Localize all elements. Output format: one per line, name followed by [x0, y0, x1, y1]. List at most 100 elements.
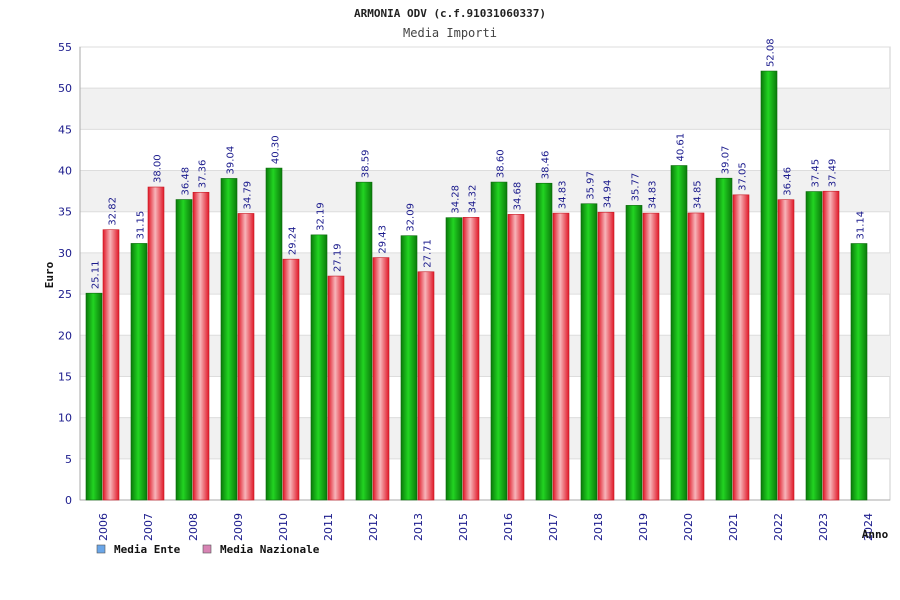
- x-tick-label: 2007: [142, 513, 155, 541]
- bar-media-ente: [625, 205, 643, 501]
- data-label: 34.83: [648, 180, 659, 209]
- y-tick-label: 35: [58, 206, 72, 219]
- data-label: 38.00: [153, 154, 164, 183]
- data-label: 32.19: [316, 202, 327, 231]
- x-tick-label: 2022: [772, 513, 785, 541]
- x-tick-label: 2019: [637, 513, 650, 541]
- bar-media-ente: [715, 177, 733, 501]
- bar-media-nazionale: [417, 271, 435, 501]
- y-tick-label: 55: [58, 41, 72, 54]
- bar-media-ente: [850, 243, 868, 501]
- data-label: 34.83: [558, 180, 569, 209]
- y-axis-ticks: 0 5 10 15 20 25 30 35 40 45 50 55: [58, 41, 72, 507]
- data-label: 35.97: [586, 171, 597, 200]
- plot-background: [79, 46, 891, 501]
- bar-media-ente: [445, 217, 463, 501]
- bar-media-nazionale: [327, 275, 345, 501]
- data-label: 39.07: [721, 146, 732, 175]
- y-tick-label: 5: [65, 453, 72, 466]
- bar-media-nazionale: [192, 191, 210, 501]
- x-tick-label: 2010: [277, 513, 290, 541]
- bar-media-ente: [580, 203, 598, 501]
- data-label: 37.45: [811, 159, 822, 188]
- x-tick-label: 2017: [547, 513, 560, 541]
- data-label: 36.46: [783, 167, 794, 196]
- bar-media-ente: [310, 234, 328, 501]
- y-tick-label: 50: [58, 82, 72, 95]
- y-tick-label: 45: [58, 123, 72, 136]
- bar-media-nazionale: [597, 211, 615, 501]
- data-label: 37.49: [828, 159, 839, 188]
- bar-media-ente: [805, 191, 823, 501]
- grid-band: [80, 417, 890, 459]
- bar-media-ente: [535, 182, 553, 501]
- data-label: 35.77: [631, 173, 642, 202]
- grid-band: [80, 88, 890, 130]
- data-label: 32.09: [406, 203, 417, 232]
- y-tick-label: 0: [65, 494, 72, 507]
- bar-media-nazionale: [687, 212, 705, 501]
- x-tick-label: 2011: [322, 513, 335, 541]
- x-tick-label: 2023: [817, 513, 830, 541]
- bar-media-ente: [130, 243, 148, 501]
- legend-swatch: [202, 544, 212, 554]
- bar-media-nazionale: [507, 214, 525, 501]
- y-tick-label: 15: [58, 370, 72, 383]
- legend-label: Media Nazionale: [220, 543, 320, 556]
- bar-media-nazionale: [552, 212, 570, 501]
- bar-media-ente: [490, 181, 508, 501]
- bar-media-ente: [400, 235, 418, 501]
- legend: Media Ente Media Nazionale: [96, 543, 320, 556]
- data-label: 31.14: [856, 211, 867, 240]
- bar-media-nazionale: [822, 190, 840, 501]
- x-tick-label: 2018: [592, 513, 605, 541]
- data-label: 29.24: [288, 227, 299, 256]
- bar-media-nazionale: [147, 186, 165, 501]
- bar-media-ente: [670, 165, 688, 501]
- data-label: 38.46: [541, 151, 552, 180]
- bar-media-ente: [760, 70, 778, 501]
- data-label: 27.71: [423, 239, 434, 268]
- x-tick-label: 2008: [187, 513, 200, 541]
- x-tick-label: 2021: [727, 513, 740, 541]
- bar-media-nazionale: [732, 194, 750, 501]
- x-tick-label: 2015: [457, 513, 470, 541]
- data-label: 34.32: [468, 185, 479, 214]
- bars: 25.11 32.82 31.15 38.00 36.48 37.36 39.04 34.79…: [85, 38, 868, 501]
- x-tick-label: 2024: [862, 513, 875, 541]
- x-tick-label: 2016: [502, 513, 515, 541]
- data-label: 37.36: [198, 160, 209, 189]
- data-label: 34.79: [243, 181, 254, 210]
- bar-media-ente: [355, 181, 373, 501]
- data-label: 40.61: [676, 133, 687, 162]
- bar-media-nazionale: [462, 217, 480, 501]
- legend-swatch: [96, 544, 106, 554]
- data-label: 34.28: [451, 185, 462, 214]
- legend-label: Media Ente: [114, 543, 181, 556]
- data-label: 31.15: [136, 211, 147, 240]
- chart-subtitle: Media Importi: [403, 26, 497, 40]
- data-label: 38.59: [361, 150, 372, 179]
- bar-media-nazionale: [777, 199, 795, 501]
- data-label: 29.43: [378, 225, 389, 254]
- data-label: 38.60: [496, 149, 507, 178]
- data-label: 39.04: [226, 146, 237, 175]
- bar-media-nazionale: [237, 213, 255, 501]
- data-label: 52.08: [766, 38, 777, 67]
- data-label: 34.85: [693, 180, 704, 209]
- chart-title: ARMONIA ODV (c.f.91031060337): [354, 7, 546, 20]
- data-label: 34.94: [603, 180, 614, 209]
- data-label: 34.68: [513, 182, 524, 211]
- bar-media-nazionale: [102, 229, 120, 501]
- x-axis-label: Anno: [862, 528, 889, 541]
- x-tick-label: 2013: [412, 513, 425, 541]
- bar-media-nazionale: [642, 212, 660, 501]
- y-tick-label: 40: [58, 165, 72, 178]
- data-label: 36.48: [181, 167, 192, 196]
- y-tick-label: 25: [58, 288, 72, 301]
- bar-media-ente: [85, 292, 103, 501]
- y-tick-label: 20: [58, 329, 72, 342]
- x-tick-label: 2020: [682, 513, 695, 541]
- grid-lines: [79, 46, 890, 501]
